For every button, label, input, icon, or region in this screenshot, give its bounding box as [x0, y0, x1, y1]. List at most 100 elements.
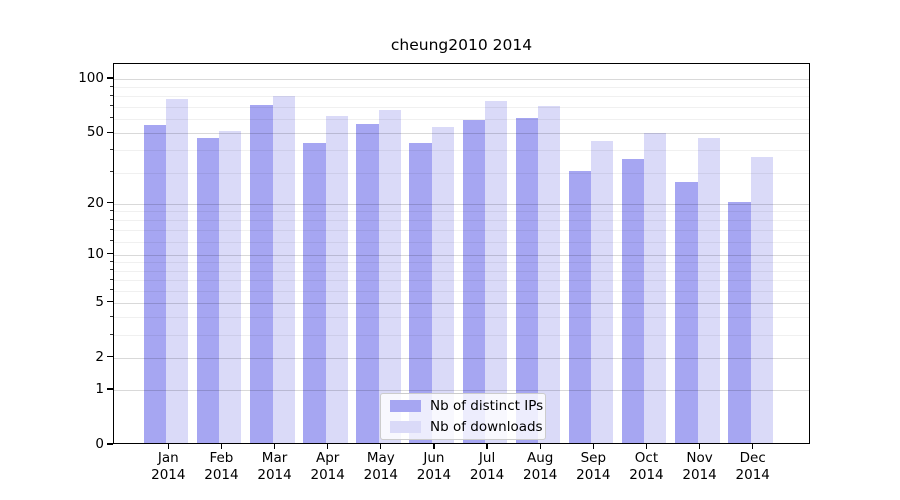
x-label-year: 2014: [310, 466, 345, 483]
x-tick-label-jan: Jan 2014: [136, 450, 200, 483]
x-label-month: Oct: [634, 450, 659, 466]
x-label-month: Jan: [157, 450, 179, 466]
x-tick-label-jun: Jun 2014: [402, 450, 466, 483]
x-tick-label-may: May 2014: [349, 450, 413, 483]
x-tick-label-aug: Aug 2014: [508, 450, 572, 483]
x-label-month: Jul: [478, 450, 496, 466]
x-label-month: Sep: [580, 450, 607, 466]
bar-distinct-ips-apr: [303, 142, 326, 443]
bar-downloads-mar: [272, 96, 295, 443]
x-label-year: 2014: [204, 466, 239, 483]
x-tick-aug: [539, 444, 541, 449]
legend-swatch-downloads: [390, 421, 421, 433]
y-tick-label-100: 100: [78, 69, 104, 86]
y-tick-label-50: 50: [86, 124, 104, 141]
y-tick-label-0: 0: [95, 436, 104, 452]
x-tick-label-sep: Sep 2014: [561, 450, 625, 483]
x-label-year: 2014: [416, 466, 452, 483]
y-tick-label-5: 5: [95, 293, 104, 310]
y-tick-2: [107, 356, 113, 358]
bar-downloads-nov: [697, 137, 720, 443]
x-tick-label-dec: Dec 2014: [721, 450, 785, 483]
x-tick-label-feb: Feb 2014: [189, 450, 253, 483]
y-minor-tick-18: [110, 209, 113, 211]
x-tick-feb: [220, 444, 223, 449]
y-tick-label-20: 20: [86, 194, 104, 211]
y-tick-20: [107, 201, 113, 204]
plot-area: Nb of distinct IPs Nb of downloads: [113, 63, 810, 444]
legend-label-distinct-ips: Nb of distinct IPs: [430, 398, 544, 414]
x-label-month: Mar: [261, 450, 288, 466]
legend: Nb of distinct IPs Nb of downloads: [380, 393, 546, 440]
y-tick-0: [107, 443, 113, 445]
y-minor-tick-14: [110, 228, 113, 230]
x-label-year: 2014: [151, 466, 186, 483]
bar-distinct-ips-mar: [250, 104, 273, 443]
x-label-year: 2014: [363, 466, 398, 483]
bar-downloads-apr: [325, 115, 348, 443]
x-label-year: 2014: [735, 466, 770, 483]
bar-distinct-ips-jun: [409, 142, 432, 443]
bar-distinct-ips-jul: [462, 119, 486, 443]
bar-downloads-sep: [591, 141, 614, 443]
x-tick-label-nov: Nov 2014: [668, 450, 732, 483]
x-tick-nov: [699, 444, 701, 449]
x-label-month: Dec: [739, 450, 766, 466]
y-tick-50: [107, 131, 113, 133]
x-tick-jan: [167, 444, 169, 449]
y-minor-tick-6: [110, 289, 113, 291]
x-tick-oct: [645, 444, 648, 449]
y-minor-tick-60: [110, 117, 113, 119]
x-label-year: 2014: [629, 466, 664, 483]
bars-layer: [114, 64, 809, 443]
y-minor-tick-3: [110, 333, 113, 335]
y-tick-10: [107, 253, 113, 255]
y-minor-tick-40: [110, 148, 113, 150]
y-tick-label-2: 2: [95, 348, 104, 365]
y-minor-tick-4: [110, 315, 113, 317]
x-label-month: Nov: [686, 450, 713, 466]
bar-downloads-feb: [219, 131, 242, 443]
y-minor-tick-90: [110, 85, 113, 87]
x-tick-jun: [433, 444, 435, 449]
x-label-year: 2014: [523, 466, 558, 483]
x-tick-mar: [273, 444, 276, 449]
x-label-month: Jun: [423, 450, 445, 466]
y-tick-5: [107, 301, 113, 303]
y-minor-tick-12: [110, 240, 113, 242]
bar-distinct-ips-nov: [675, 181, 698, 443]
x-label-year: 2014: [469, 466, 505, 483]
x-label-month: Apr: [316, 450, 340, 466]
x-label-month: May: [366, 450, 395, 466]
y-tick-100: [107, 77, 113, 79]
y-minor-tick-9: [110, 260, 113, 262]
x-label-month: Feb: [209, 450, 234, 466]
x-label-month: Aug: [527, 450, 554, 466]
x-tick-sep: [592, 444, 594, 449]
bar-downloads-jul: [485, 100, 508, 443]
bar-distinct-ips-aug: [515, 118, 539, 443]
bar-downloads-aug: [538, 106, 561, 443]
chart-title: cheung2010 2014: [390, 36, 533, 54]
x-label-year: 2014: [257, 466, 292, 483]
x-label-year: 2014: [682, 466, 717, 483]
x-tick-label-oct: Oct 2014: [614, 450, 678, 483]
x-tick-label-apr: Apr 2014: [296, 450, 360, 483]
legend-label-downloads: Nb of downloads: [430, 419, 543, 435]
bar-downloads-dec: [750, 156, 773, 443]
x-tick-apr: [327, 444, 329, 449]
bar-distinct-ips-oct: [621, 158, 645, 443]
y-minor-tick-70: [110, 105, 113, 107]
y-tick-label-10: 10: [86, 245, 104, 262]
y-tick-1: [107, 388, 113, 390]
x-tick-may: [380, 444, 382, 449]
y-minor-tick-80: [110, 94, 113, 96]
bar-downloads-may: [378, 109, 401, 443]
legend-item-distinct-ips: Nb of distinct IPs: [390, 398, 543, 414]
x-tick-jul: [486, 444, 488, 449]
y-tick-label-1: 1: [95, 381, 104, 398]
x-tick-dec: [752, 444, 754, 449]
bar-downloads-jun: [431, 126, 454, 443]
y-minor-tick-30: [110, 171, 113, 173]
